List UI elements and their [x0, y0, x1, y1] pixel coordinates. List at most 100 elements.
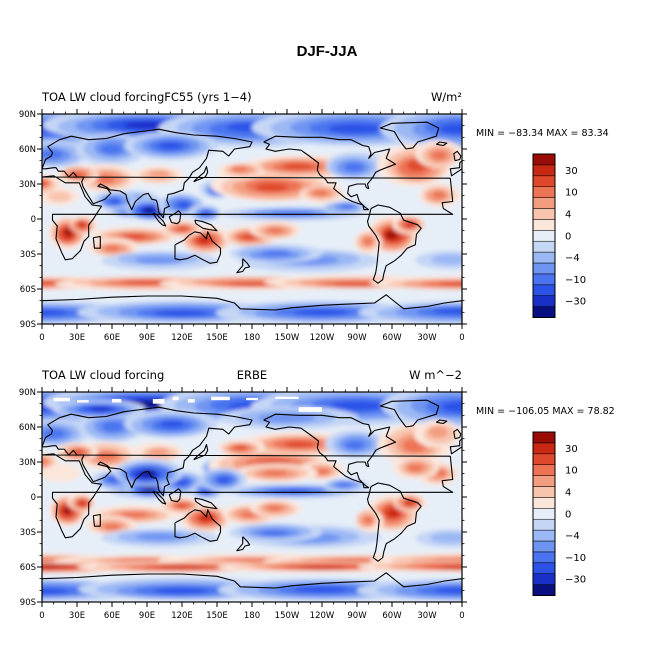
- colorbar-swatch: [532, 540, 556, 553]
- lon-tick-label: 120E: [171, 611, 193, 621]
- contour-region: [217, 477, 230, 484]
- colorbar-label: 10: [565, 466, 578, 477]
- contour-region: [42, 149, 64, 159]
- lat-tick-label: 0: [31, 493, 36, 503]
- panel-observed: TOA LW cloud forcing ERBE W m^−2 MIN = −…: [19, 368, 615, 621]
- contour-region: [101, 421, 125, 432]
- lon-tick-label: 0: [39, 333, 44, 343]
- colorbar-swatch: [532, 219, 556, 231]
- coastline: [435, 141, 448, 147]
- colorbar-swatch: [532, 584, 556, 596]
- lon-tick-label: 0: [459, 333, 464, 343]
- colorbar-label: 30: [565, 166, 578, 177]
- contour-region: [261, 249, 291, 256]
- lon-tick-label: 180: [244, 333, 260, 343]
- contour-map: [42, 392, 462, 602]
- contour-region: [312, 190, 328, 197]
- coastline: [453, 150, 462, 162]
- lat-tick-label: 60N: [19, 145, 36, 155]
- contour-region: [123, 233, 147, 239]
- coastline: [366, 204, 422, 284]
- coastline: [379, 121, 440, 150]
- lat-tick-label: 90S: [20, 598, 36, 608]
- contour-region: [123, 121, 170, 129]
- contour-region: [90, 407, 112, 412]
- contour-region: [315, 469, 330, 476]
- contour-region: [78, 221, 85, 226]
- contour-region: [198, 237, 210, 244]
- colorbar-swatch: [532, 518, 556, 531]
- colorbar-swatch: [532, 240, 556, 253]
- contour-region: [255, 183, 289, 192]
- lat-tick-label: 90N: [19, 110, 36, 120]
- colorbar-swatch: [532, 306, 556, 318]
- colorbar: 30 10 4 0 −4 −10 −30: [532, 431, 586, 596]
- coastline: [194, 219, 218, 232]
- missing-data-patch: [298, 407, 322, 412]
- contour-region: [135, 532, 184, 541]
- colorbar-swatch: [532, 508, 556, 520]
- contour-region: [154, 587, 209, 594]
- contour-region: [240, 511, 259, 519]
- contour-region: [42, 182, 47, 187]
- lat-tick-label: 60S: [20, 563, 36, 573]
- lon-tick-label: 0: [459, 611, 464, 621]
- colorbar-label: −30: [565, 575, 586, 586]
- units-label: W m^−2: [409, 368, 462, 382]
- contour-region: [100, 144, 123, 155]
- lon-tick-label: 90E: [139, 611, 155, 621]
- lat-tick-label: 30S: [20, 528, 36, 538]
- colorbar-swatch: [532, 562, 556, 574]
- contour-region: [293, 586, 349, 593]
- colorbar-label: −10: [565, 553, 586, 564]
- coastline: [263, 413, 397, 489]
- colorbar-swatch: [532, 175, 556, 187]
- contour-region: [404, 501, 412, 506]
- contour-region: [261, 469, 288, 476]
- coastline: [92, 513, 101, 527]
- contour-region: [439, 123, 462, 135]
- colorbar-swatch: [532, 464, 556, 476]
- coastline: [92, 235, 101, 249]
- colorbar-frame: [532, 153, 556, 318]
- colorbar-swatch: [532, 273, 556, 286]
- contour-region: [282, 163, 313, 170]
- contour-region: [339, 204, 355, 209]
- contour-region: [158, 142, 183, 150]
- lon-tick-label: 60W: [382, 611, 402, 621]
- contour-region: [63, 507, 71, 514]
- coastline: [168, 210, 182, 225]
- panel-model: TOA LW cloud forcingFC55 (yrs 1−4) W/m² …: [19, 90, 609, 343]
- contour-region: [121, 280, 171, 284]
- contour-region: [144, 208, 154, 213]
- lon-tick-label: 90E: [139, 333, 155, 343]
- colorbar-swatch: [532, 153, 556, 166]
- lon-tick-label: 120W: [310, 611, 335, 621]
- coastline: [168, 488, 182, 503]
- colorbar-swatch: [532, 497, 556, 509]
- lon-tick-label: 90W: [347, 333, 367, 343]
- contour-region: [405, 223, 413, 228]
- missing-data-patch: [152, 399, 165, 404]
- colorbar-label: 4: [565, 209, 571, 220]
- contour-region: [201, 209, 211, 215]
- coastline: [236, 536, 251, 552]
- colorbar-swatch: [532, 208, 556, 220]
- colorbar-swatch: [532, 551, 556, 564]
- contour-region: [47, 191, 72, 203]
- contour-region: [407, 464, 423, 472]
- lat-tick-label: 60N: [19, 423, 36, 433]
- contour-region: [175, 479, 188, 486]
- coastline: [236, 258, 251, 274]
- contour-region: [42, 458, 47, 465]
- colorbar-label: 10: [565, 188, 578, 199]
- contour-region: [428, 426, 448, 438]
- lat-tick-label: 30S: [20, 250, 36, 260]
- contour-region: [63, 229, 71, 236]
- figure-title: DJF-JJA: [297, 43, 358, 60]
- contour-region: [200, 514, 212, 521]
- colorbar-swatch: [532, 442, 556, 455]
- missing-data-patch: [172, 396, 179, 401]
